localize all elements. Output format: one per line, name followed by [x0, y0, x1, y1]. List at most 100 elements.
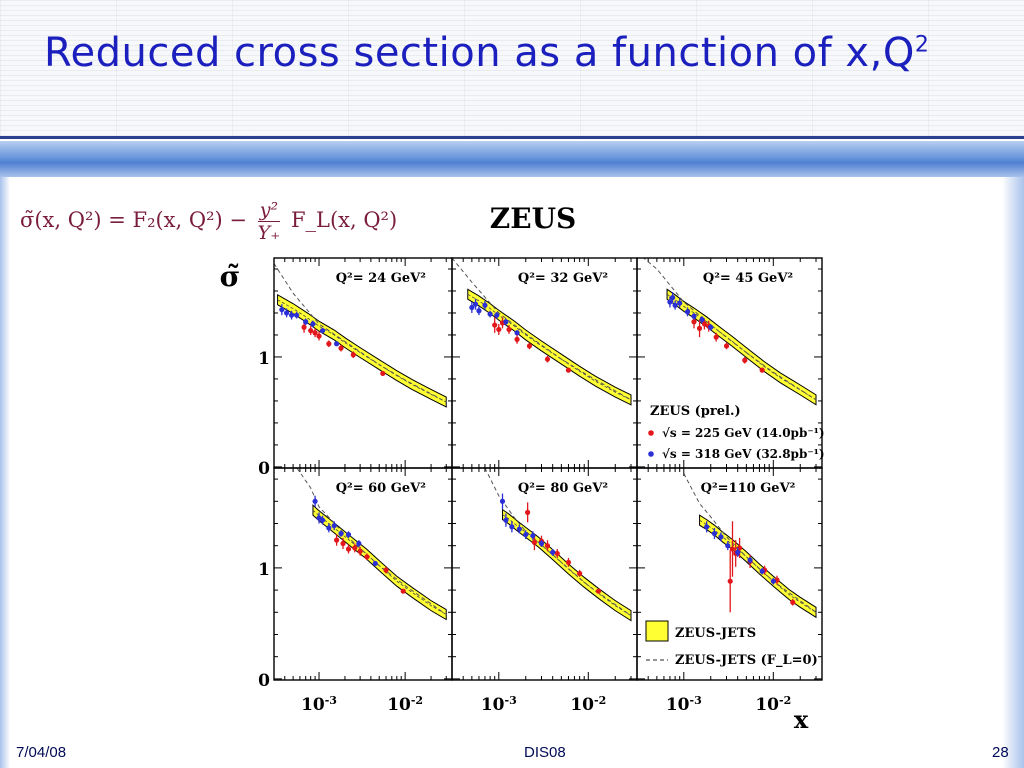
formula-lhs: σ̃(x, Q²) = F₂(x, Q²) − [20, 208, 247, 232]
data-point-blue [699, 316, 705, 323]
data-point-blue [530, 533, 536, 539]
panel-1-plot-area [274, 263, 447, 408]
data-point-blue [469, 304, 475, 311]
data-point-red [380, 370, 386, 377]
data-point-red [525, 509, 531, 515]
x-tick-label: 10-2 [755, 694, 791, 715]
data-point-blue [691, 313, 697, 319]
formula-denominator: Y₊ [257, 222, 281, 244]
y-tick-label: 1 [258, 560, 270, 580]
data-point-blue [677, 300, 683, 306]
x-tick-label: 10-3 [481, 694, 517, 715]
data-point-red [496, 326, 502, 333]
data-point-red [729, 546, 736, 552]
data-point-red [514, 336, 520, 342]
data-point-red [691, 319, 697, 325]
data-point-blue [326, 525, 332, 531]
x-tick-label: 10-2 [387, 694, 423, 715]
data-point-blue [538, 540, 545, 547]
x-tick-label: 10-3 [301, 694, 337, 715]
data-point-blue [487, 311, 493, 317]
zeus-jets-fl0-curve [274, 263, 447, 403]
data-point-blue [294, 312, 300, 318]
reduced-cross-section-formula: σ̃(x, Q²) = F₂(x, Q²) − y² Y₊ F_L(x, Q²) [20, 199, 397, 244]
panel-3-plot-area [642, 258, 817, 406]
data-point-blue [759, 568, 765, 574]
formula-fraction: y² Y₊ [257, 199, 281, 244]
data-point-blue [514, 330, 520, 336]
data-point-red [364, 554, 370, 560]
data-point-red [492, 322, 498, 328]
data-point-red [723, 343, 730, 349]
panel-5: Q²= 80 GeV² [451, 467, 638, 681]
data-point-blue [550, 549, 556, 555]
blue-bar [0, 141, 1024, 177]
panel-q2-label: Q²=110 GeV² [701, 481, 796, 496]
data-point-blue [704, 524, 710, 530]
data-point-red [301, 324, 307, 330]
legend-marker-blue [648, 451, 654, 457]
legend-data-label: √s = 318 GeV (32.8pb⁻¹) [662, 447, 825, 461]
data-point-red [544, 543, 551, 549]
legend-marker-red [648, 430, 654, 436]
legend-data-label: √s = 225 GeV (14.0pb⁻¹) [662, 426, 825, 440]
data-point-blue [670, 294, 676, 301]
legend-data-title: ZEUS (prel.) [650, 404, 741, 419]
data-point-red [701, 321, 708, 327]
footer-conference: DIS08 [524, 744, 566, 761]
data-point-blue [503, 517, 509, 523]
zeus-jets-central-line [467, 293, 632, 401]
panel-6: Q²=110 GeV² [636, 467, 823, 681]
data-point-red [326, 341, 332, 347]
x-axis-label: x [794, 705, 809, 734]
panel-q2-label: Q²= 80 GeV² [518, 481, 608, 496]
zeus-jets-band [277, 293, 447, 408]
data-point-blue [482, 302, 488, 308]
y-tick-label: 0 [258, 671, 270, 691]
x-tick-label: 10-2 [570, 694, 606, 715]
data-point-blue [356, 540, 362, 547]
data-point-red [400, 588, 406, 594]
data-point-blue [672, 302, 678, 308]
data-point-blue [499, 498, 506, 504]
right-border [1002, 177, 1024, 768]
data-point-red [713, 334, 719, 340]
data-point-red [742, 357, 748, 363]
slide-title-text: Reduced cross section as a function of x… [44, 30, 915, 76]
data-point-blue [503, 319, 509, 325]
data-point-red [727, 578, 733, 584]
panel-frame [273, 257, 453, 469]
data-point-red [312, 330, 318, 336]
panel-4: Q²= 60 GeV² [273, 467, 453, 681]
data-point-blue [338, 530, 344, 537]
header-band [0, 0, 1024, 140]
data-point-red [308, 327, 314, 334]
data-point-blue [509, 524, 515, 530]
y-axis-label: σ̃ [220, 260, 241, 293]
panel-2-plot-area [452, 258, 632, 406]
data-point-blue [303, 319, 309, 325]
zeus-jets-band [666, 288, 817, 406]
data-point-blue [684, 309, 691, 315]
panel-q2-label: Q²= 24 GeV² [336, 271, 426, 286]
x-tick-label: 10-3 [666, 694, 702, 715]
data-point-red [526, 343, 533, 349]
zeus-jets-fl0-curve [296, 468, 447, 615]
data-point-red [357, 548, 363, 554]
panel-6-plot-area [683, 473, 817, 619]
zeus-jets-central-line [502, 514, 632, 616]
panel-2: Q²= 32 GeV² [451, 257, 638, 469]
data-point-blue [718, 534, 724, 540]
slide-number: 28 [992, 744, 1009, 761]
figure-title: ZEUS [490, 202, 576, 235]
slide-title: Reduced cross section as a function of x… [44, 30, 929, 76]
header-rule [0, 136, 1024, 139]
data-point-blue [735, 549, 741, 555]
formula-rhs: F_L(x, Q²) [290, 208, 398, 232]
panel-q2-label: Q²= 60 GeV² [336, 481, 426, 496]
zeus-jets-fl0-curve [484, 468, 632, 617]
formula-box: σ̃(x, Q²) = F₂(x, Q²) − y² Y₊ F_L(x, Q²) [12, 188, 426, 244]
zeus-jets-fl0-curve [642, 258, 817, 401]
footer-date: 7/04/08 [16, 744, 67, 761]
data-point-blue [667, 299, 673, 305]
